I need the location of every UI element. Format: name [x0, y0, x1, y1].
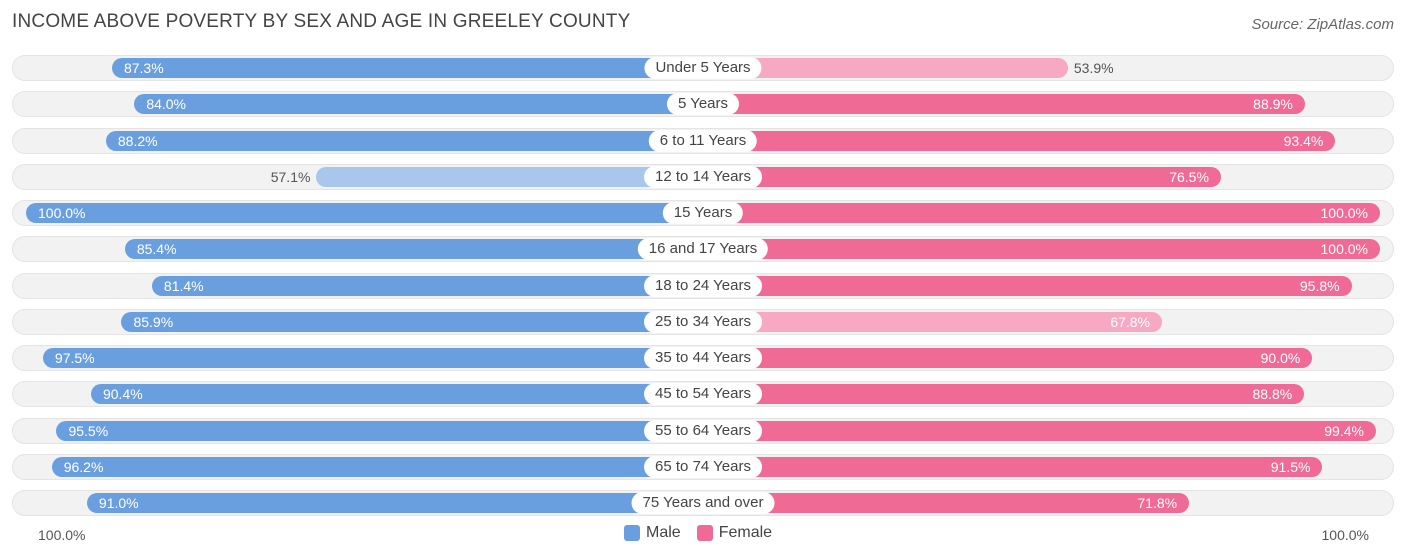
male-value-label: 95.5%	[68, 422, 109, 439]
female-bar	[703, 311, 1162, 332]
category-label: 55 to 64 Years	[644, 419, 762, 442]
female-value-label: 95.8%	[1299, 277, 1340, 294]
male-value-label: 88.2%	[117, 132, 158, 149]
male-bar	[151, 275, 703, 296]
category-label: Under 5 Years	[644, 57, 762, 79]
female-value-label: 53.9%	[1073, 60, 1114, 76]
female-bar	[703, 203, 1380, 223]
female-value-label: 93.4%	[1283, 132, 1324, 149]
female-bar	[703, 94, 1305, 115]
male-bar	[111, 58, 703, 78]
male-value-label: 96.2%	[63, 458, 104, 475]
male-value-label: 91.0%	[98, 495, 139, 511]
axis-left-label: 100.0%	[38, 527, 86, 543]
legend-male-label: Male	[646, 524, 681, 541]
category-label: 75 Years and over	[631, 492, 775, 514]
category-label: 45 to 54 Years	[644, 383, 762, 406]
female-value-label: 76.5%	[1169, 168, 1209, 185]
female-value-label: 88.8%	[1252, 386, 1293, 403]
male-value-label: 90.4%	[102, 386, 143, 403]
male-value-label: 85.9%	[133, 313, 174, 330]
male-value-label: 100.0%	[38, 205, 86, 221]
category-label: 12 to 14 Years	[644, 165, 762, 188]
female-bar	[703, 493, 1190, 513]
male-bar	[90, 384, 703, 405]
male-value-label: 81.4%	[163, 277, 204, 294]
male-bar	[121, 311, 703, 332]
category-label: 5 Years	[666, 93, 740, 116]
legend-female: Female	[696, 524, 773, 542]
female-value-label: 71.8%	[1137, 495, 1178, 511]
female-bar	[703, 456, 1323, 477]
female-value-label: 99.4%	[1324, 422, 1364, 439]
female-bar	[703, 348, 1313, 368]
male-bar	[42, 348, 703, 368]
female-value-label: 100.0%	[1320, 241, 1368, 258]
legend-female-label: Female	[718, 524, 773, 541]
female-value-label: 67.8%	[1110, 313, 1151, 330]
female-bar	[703, 275, 1352, 296]
male-bar	[316, 166, 703, 187]
female-bar	[703, 130, 1336, 151]
source-label: Source: ZipAtlas.com	[1251, 16, 1394, 33]
male-value-label: 57.1%	[270, 168, 311, 185]
category-label: 15 Years	[662, 202, 744, 224]
axis-right-label: 100.0%	[1321, 527, 1369, 543]
male-value-label: 85.4%	[136, 241, 177, 258]
female-bar	[703, 239, 1380, 260]
category-label: 35 to 44 Years	[644, 347, 762, 369]
category-label: 16 and 17 Years	[637, 238, 769, 261]
female-bar	[703, 58, 1068, 78]
female-bar	[703, 384, 1305, 405]
category-label: 18 to 24 Years	[644, 274, 762, 297]
male-value-label: 87.3%	[123, 60, 164, 76]
male-bar	[26, 203, 703, 223]
female-value-label: 88.9%	[1253, 96, 1293, 113]
male-bar	[86, 493, 703, 513]
chart-title: INCOME ABOVE POVERTY BY SEX AND AGE IN G…	[12, 11, 631, 32]
female-value-label: 100.0%	[1320, 205, 1368, 221]
female-bar	[703, 166, 1221, 187]
category-label: 6 to 11 Years	[648, 129, 758, 152]
legend-male: Male	[624, 524, 681, 542]
female-bar	[703, 420, 1376, 441]
male-bar	[134, 94, 703, 115]
female-value-label: 90.0%	[1260, 350, 1301, 366]
category-label: 25 to 34 Years	[644, 310, 762, 333]
male-value-label: 97.5%	[54, 350, 95, 366]
legend-male-swatch	[624, 525, 640, 541]
male-bar	[51, 456, 703, 477]
male-value-label: 84.0%	[146, 96, 187, 113]
legend-female-swatch	[696, 525, 713, 541]
legend: Male Female	[624, 524, 788, 542]
male-bar	[124, 239, 703, 260]
male-bar	[105, 130, 703, 151]
category-label: 65 to 74 Years	[644, 455, 762, 478]
male-bar	[56, 420, 703, 441]
female-value-label: 91.5%	[1270, 458, 1311, 475]
